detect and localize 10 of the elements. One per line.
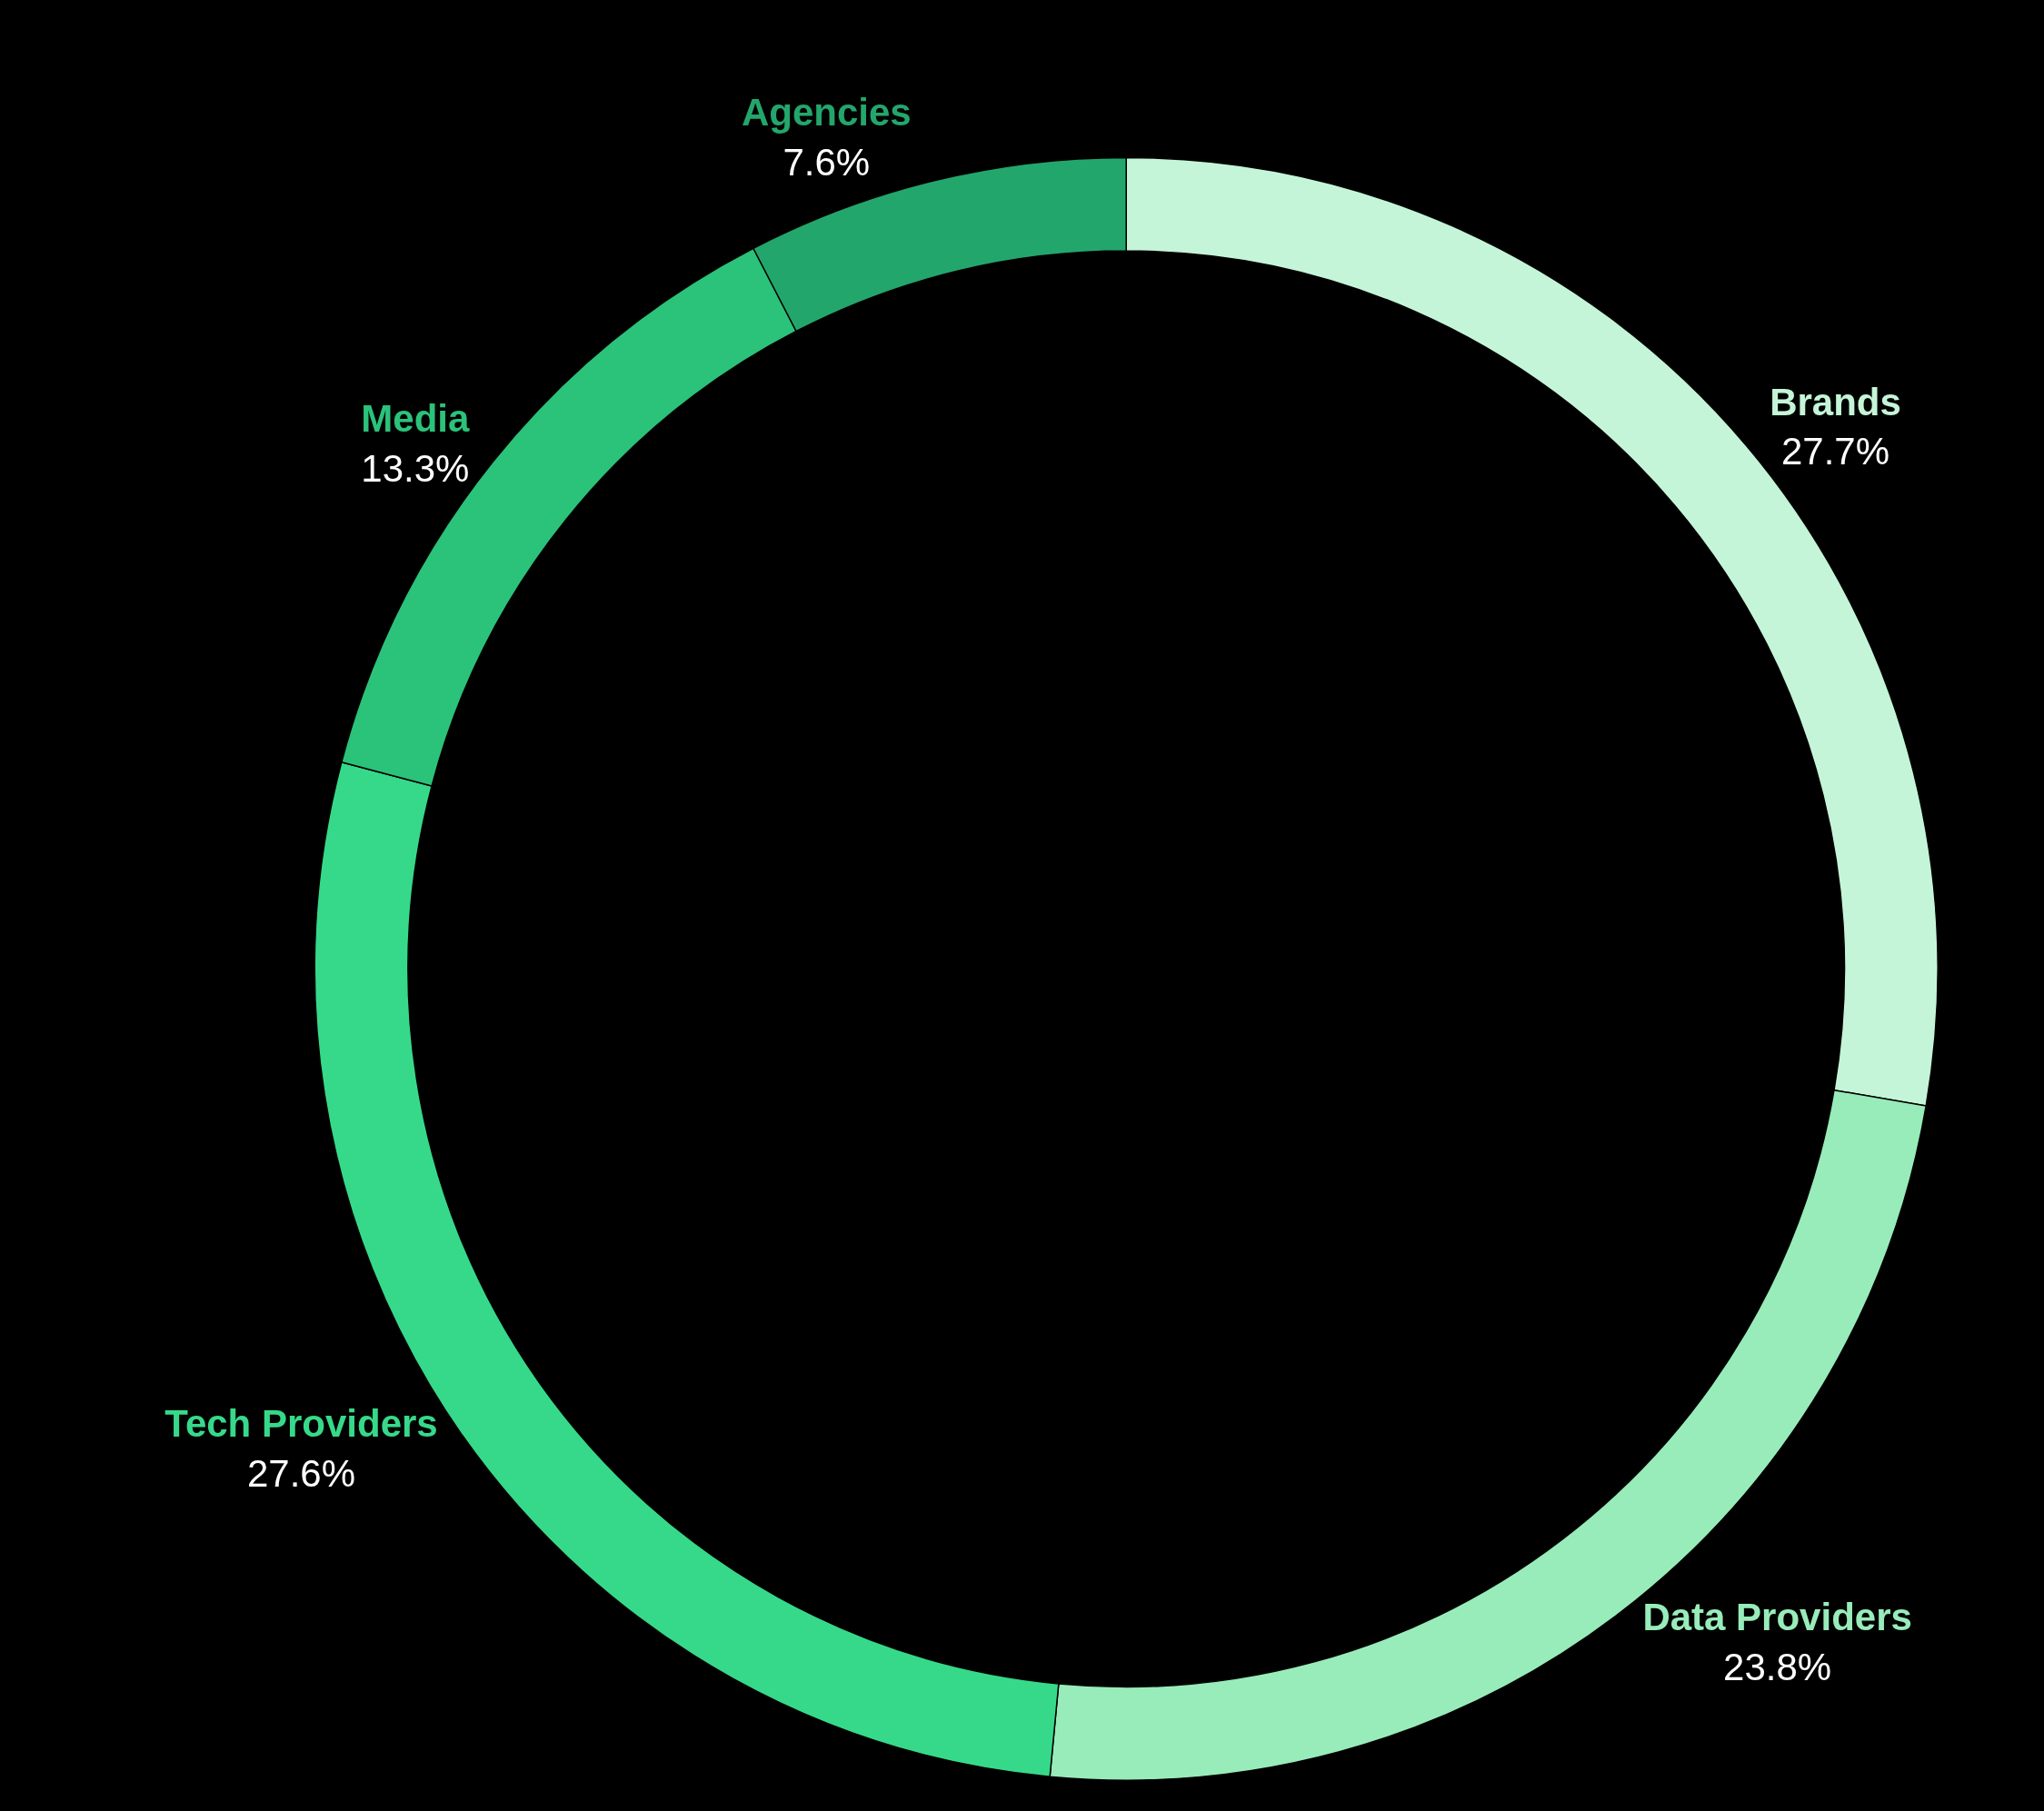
data-label: 27.7% [1780,430,1890,473]
slice-label: Data Providers [1642,1596,1912,1639]
data-label: 23.8% [1723,1646,1832,1688]
data-label: 27.6% [246,1451,356,1495]
slice-label: Agencies [741,90,912,134]
data-label: 7.6% [783,140,871,184]
slice-label: Tech Providers [165,1402,438,1446]
slice-label: Media [361,397,470,441]
data-label: 13.3% [361,446,470,490]
slice-label: Brands [1770,380,1901,423]
